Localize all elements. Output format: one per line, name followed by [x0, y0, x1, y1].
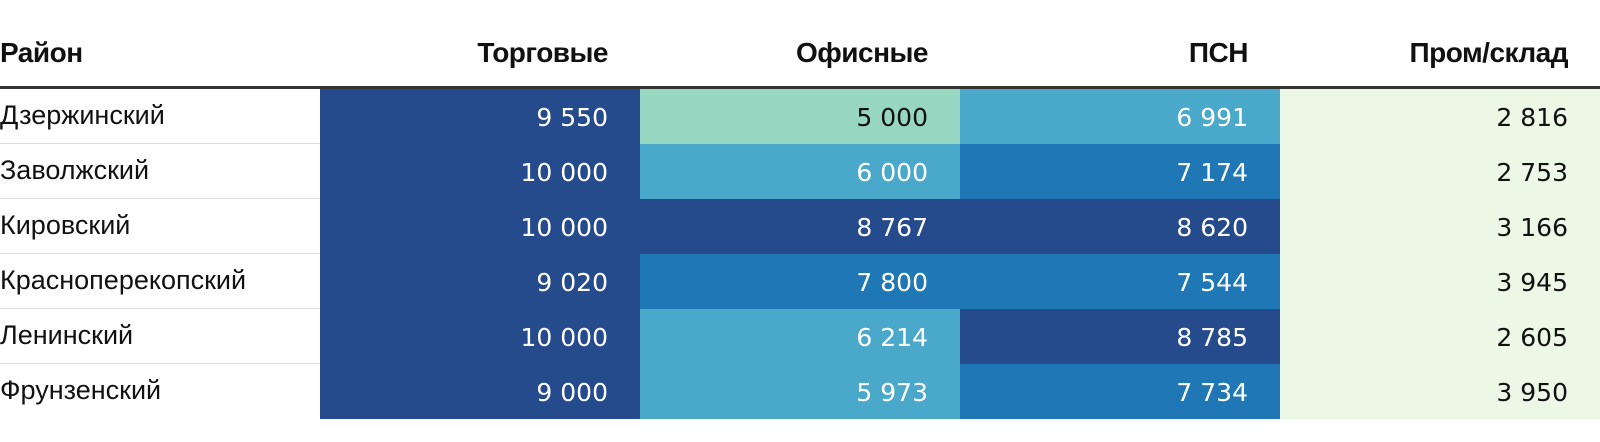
value-cell: 2 816: [1280, 89, 1600, 144]
row-divider: [0, 143, 320, 144]
header-row: Район Торговые Офисные ПСН Пром/склад: [0, 0, 1600, 89]
value-cell: 3 166: [1280, 199, 1600, 254]
header-district: Район: [0, 37, 83, 68]
value-cell: 6 214: [640, 309, 960, 364]
table-row: Кировский 10 000 8 767 8 620 3 166: [0, 199, 1600, 254]
value-cell: 5 000: [640, 89, 960, 144]
header-retail: Торговые: [477, 37, 608, 68]
table-row: Фрунзенский 9 000 5 973 7 734 3 950: [0, 364, 1600, 419]
value-cell: 9 550: [320, 89, 640, 144]
value-cell: 8 767: [640, 199, 960, 254]
row-divider: [0, 198, 320, 199]
district-name: Заволжский: [0, 155, 150, 185]
value-cell: 9 000: [320, 364, 640, 419]
row-divider: [0, 253, 320, 254]
value-cell: 2 753: [1280, 144, 1600, 199]
district-name: Кировский: [0, 210, 131, 240]
header-industrial: Пром/склад: [1409, 37, 1568, 68]
value-cell: 6 991: [960, 89, 1280, 144]
value-cell: 7 734: [960, 364, 1280, 419]
header-office: Офисные: [796, 37, 928, 68]
value-cell: 8 620: [960, 199, 1280, 254]
value-cell: 10 000: [320, 199, 640, 254]
district-name: Ленинский: [0, 320, 134, 350]
row-divider: [0, 363, 320, 364]
table-row: Красноперекопский 9 020 7 800 7 544 3 945: [0, 254, 1600, 309]
value-cell: 9 020: [320, 254, 640, 309]
value-cell: 5 973: [640, 364, 960, 419]
table-row: Ленинский 10 000 6 214 8 785 2 605: [0, 309, 1600, 364]
table-row: Заволжский 10 000 6 000 7 174 2 753: [0, 144, 1600, 199]
header-psn: ПСН: [1188, 37, 1249, 68]
value-cell: 10 000: [320, 309, 640, 364]
value-cell: 7 800: [640, 254, 960, 309]
value-cell: 7 174: [960, 144, 1280, 199]
value-cell: 6 000: [640, 144, 960, 199]
district-name: Фрунзенский: [0, 375, 162, 405]
value-cell: 3 945: [1280, 254, 1600, 309]
value-cell: 3 950: [1280, 364, 1600, 419]
value-cell: 8 785: [960, 309, 1280, 364]
district-name: Дзержинский: [0, 100, 165, 130]
value-cell: 10 000: [320, 144, 640, 199]
district-name: Красноперекопский: [0, 265, 247, 295]
row-divider: [0, 308, 320, 309]
value-cell: 7 544: [960, 254, 1280, 309]
value-cell: 2 605: [1280, 309, 1600, 364]
table-row: Дзержинский 9 550 5 000 6 991 2 816: [0, 89, 1600, 144]
